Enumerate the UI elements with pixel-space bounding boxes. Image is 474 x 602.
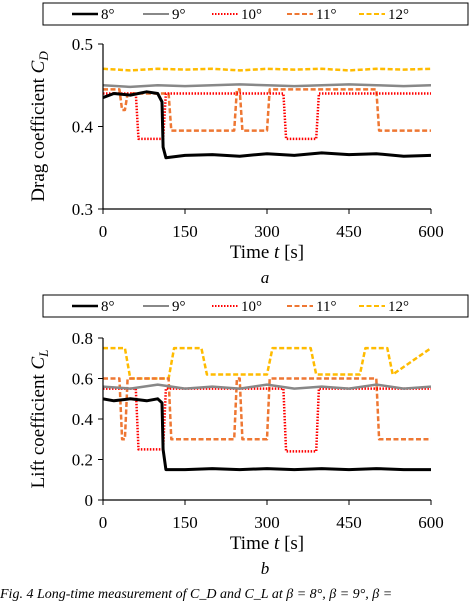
legend-item: 12° bbox=[359, 299, 409, 315]
legend-label: 12° bbox=[388, 299, 409, 315]
y-tick-label: 0.6 bbox=[72, 370, 93, 389]
y-tick-label: 0.3 bbox=[72, 200, 93, 219]
x-tick-label: 300 bbox=[254, 513, 280, 532]
y-tick-label: 0.4 bbox=[72, 410, 94, 429]
legend-label: 10° bbox=[241, 299, 262, 315]
legend-item: 11° bbox=[287, 299, 336, 315]
series-line bbox=[103, 346, 431, 380]
legend-item: 11° bbox=[287, 7, 336, 23]
x-tick-label: 150 bbox=[172, 513, 198, 532]
legend-label: 10° bbox=[241, 7, 262, 23]
x-tick-label: 0 bbox=[99, 222, 108, 241]
x-tick-label: 600 bbox=[418, 513, 444, 532]
legend-item: 12° bbox=[359, 7, 409, 23]
legend-box bbox=[42, 2, 469, 26]
x-tick-label: 450 bbox=[336, 222, 362, 241]
panel-label: a bbox=[261, 268, 270, 287]
series-line bbox=[103, 83, 431, 89]
series-line bbox=[103, 92, 431, 141]
series-line bbox=[103, 377, 431, 441]
y-tick-label: 0 bbox=[85, 491, 94, 510]
legend-label: 8° bbox=[101, 7, 115, 23]
legend-item: 8° bbox=[72, 299, 115, 315]
x-axis-label: Time t [s] bbox=[230, 242, 304, 263]
figure-caption: Fig. 4 Long-time measurement of C_D and … bbox=[0, 588, 393, 602]
y-tick-label: 0.2 bbox=[72, 451, 93, 470]
y-axis-label: Lift coefficient CL bbox=[28, 350, 51, 489]
legend-label: 12° bbox=[388, 7, 409, 23]
legend-item: 9° bbox=[143, 7, 186, 23]
panel-label: b bbox=[261, 559, 270, 578]
legend-label: 11° bbox=[316, 299, 336, 315]
series-line bbox=[103, 88, 431, 132]
series-line bbox=[103, 90, 431, 160]
legend-item: 8° bbox=[72, 7, 115, 23]
x-tick-label: 150 bbox=[172, 222, 198, 241]
legend-item: 9° bbox=[143, 299, 186, 315]
legend-label: 9° bbox=[172, 7, 186, 23]
legend-item: 10° bbox=[212, 7, 262, 23]
legend: 8° 9° 10° 11° 12° bbox=[42, 2, 469, 26]
x-tick-label: 0 bbox=[99, 513, 108, 532]
panel-a: 8° 9° 10° 11° 12° 0.3 0.4 0.5 0 150 300 450 600 Time … bbox=[28, 2, 469, 287]
legend-label: 11° bbox=[316, 7, 336, 23]
legend: 8° 9° 10° 11° 12° bbox=[42, 294, 469, 318]
legend-item: 10° bbox=[212, 299, 262, 315]
y-tick-label: 0.4 bbox=[72, 118, 94, 137]
series-line bbox=[103, 397, 431, 472]
panel-b: 8° 9° 10° 11° 12° 0 0.2 0.4 0.6 0.8 0 150 300 450 600 T… bbox=[28, 294, 469, 578]
legend-label: 8° bbox=[101, 299, 115, 315]
legend-label: 9° bbox=[172, 299, 186, 315]
x-axis-label: Time t [s] bbox=[230, 533, 304, 554]
series-line bbox=[103, 383, 431, 390]
series-group bbox=[103, 67, 431, 160]
series-line bbox=[103, 67, 431, 72]
y-tick-label: 0.8 bbox=[72, 329, 93, 348]
x-tick-label: 600 bbox=[418, 222, 444, 241]
x-tick-label: 450 bbox=[336, 513, 362, 532]
legend-box bbox=[42, 294, 469, 318]
y-axis-label: Drag coefficient CD bbox=[28, 51, 51, 202]
series-group bbox=[103, 346, 431, 472]
x-tick-label: 300 bbox=[254, 222, 280, 241]
y-tick-label: 0.5 bbox=[72, 35, 93, 54]
